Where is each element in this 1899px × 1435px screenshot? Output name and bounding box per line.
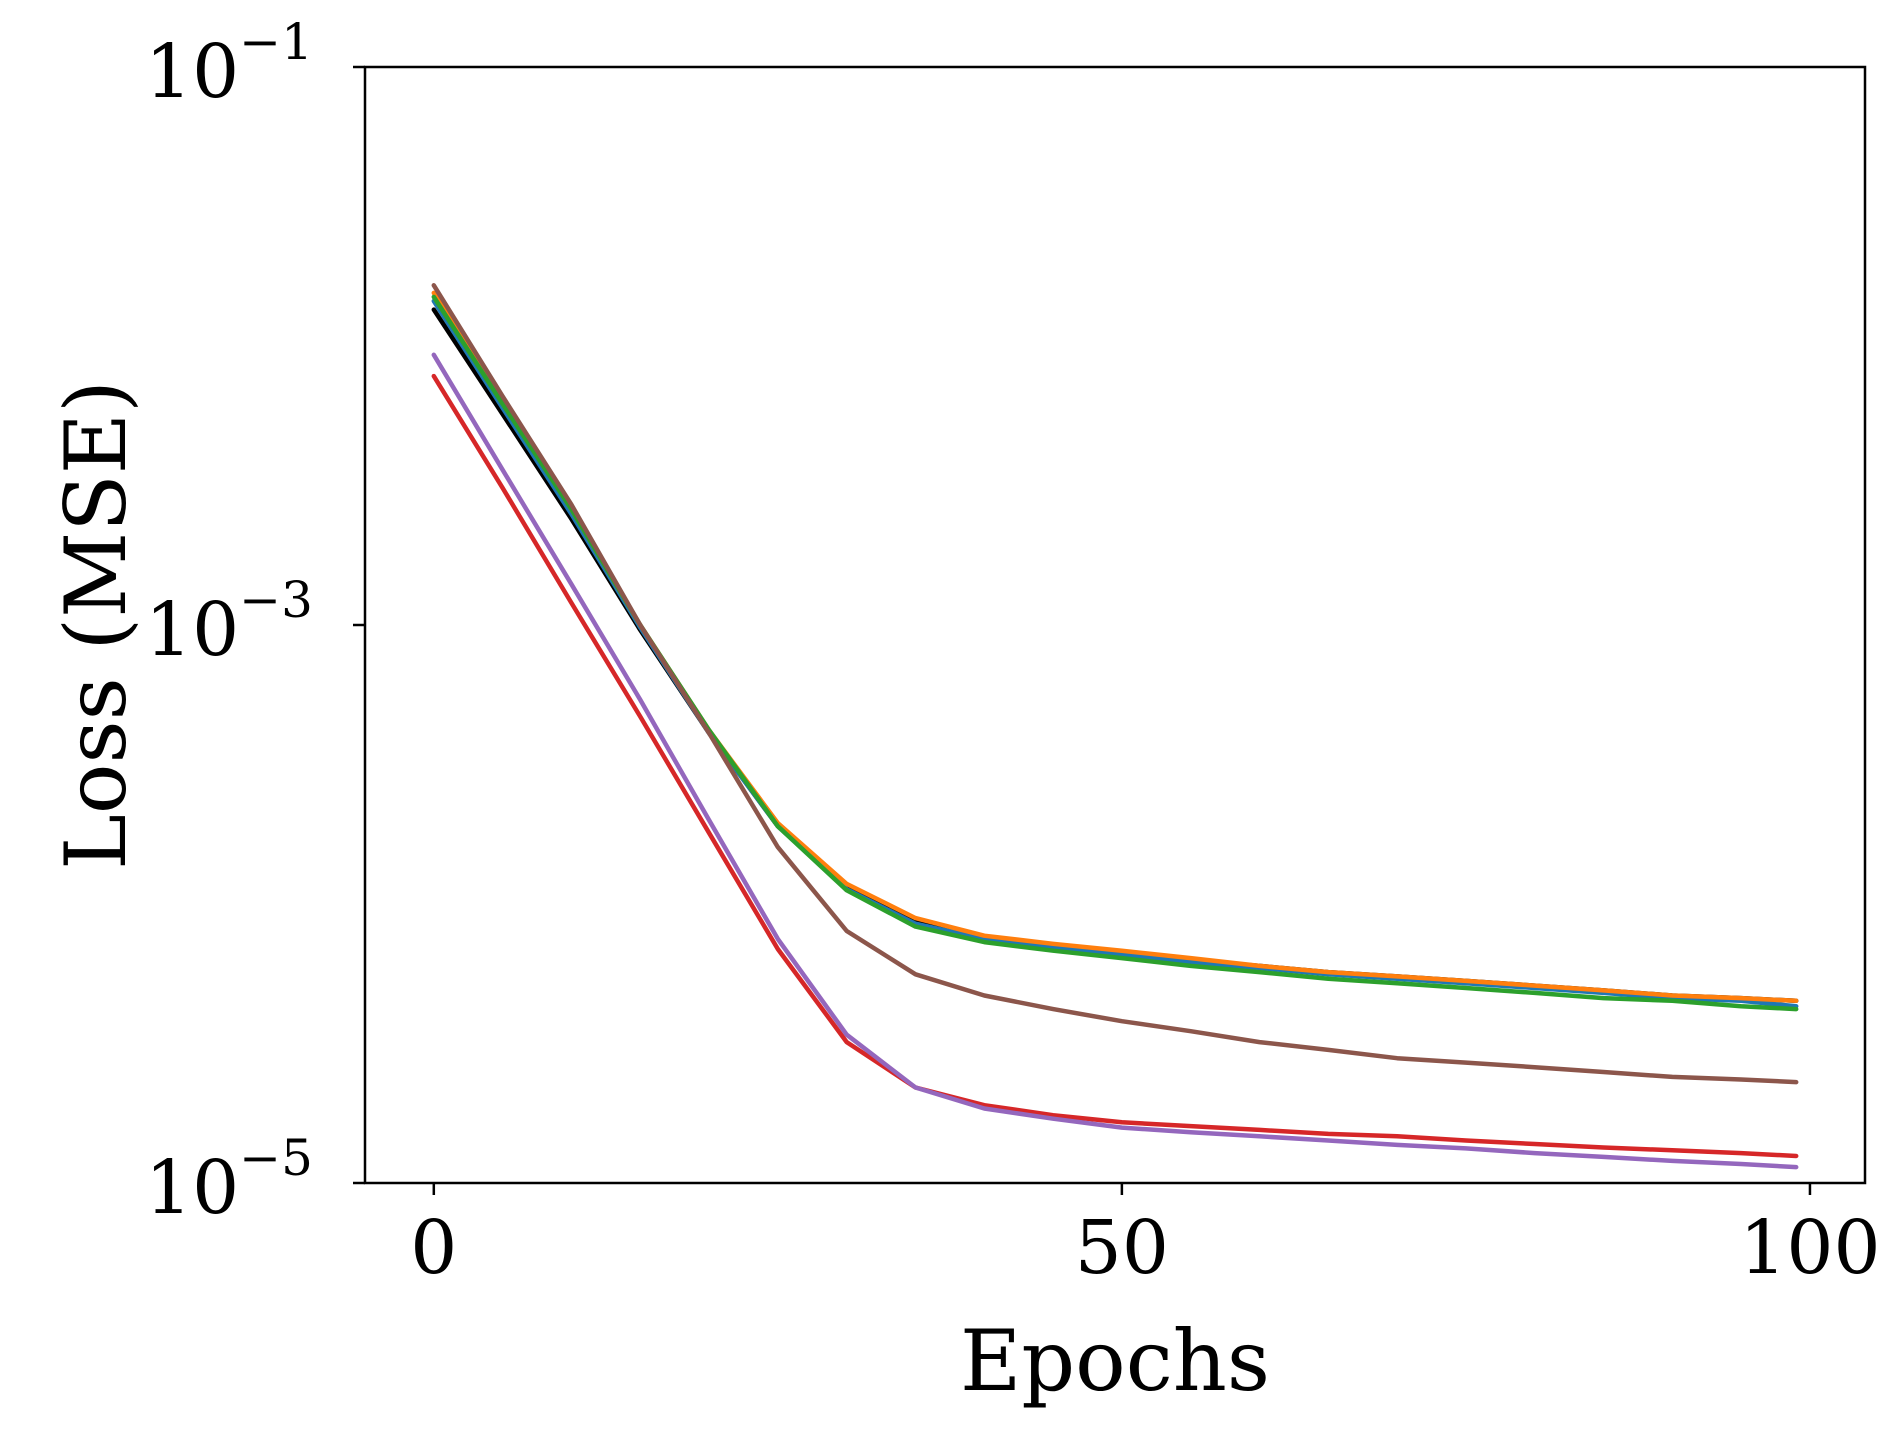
x-tick-label: 50 xyxy=(1075,1205,1169,1291)
series-line-blue xyxy=(431,298,1799,1009)
series-line-orange xyxy=(431,290,1799,1004)
plot-frame xyxy=(363,65,1867,1185)
y-tick-label: 10−5 xyxy=(145,1129,313,1231)
series-line-brown xyxy=(431,283,1799,1085)
series-line-green xyxy=(431,294,1799,1012)
x-axis-ticks: 0 50 100 xyxy=(410,1183,1881,1291)
y-tick-label: 10−1 xyxy=(145,13,313,115)
x-axis-label: Epochs xyxy=(960,1312,1270,1410)
y-axis-label: Loss (MSE) xyxy=(47,380,145,870)
x-tick-label: 100 xyxy=(1739,1205,1880,1291)
series-line-purple xyxy=(431,352,1799,1170)
y-axis-ticks: 10−1 10−3 10−5 xyxy=(145,13,365,1231)
series-line-black xyxy=(431,307,1799,1004)
series-line-red xyxy=(431,373,1799,1159)
series-layer xyxy=(431,283,1799,1170)
x-tick-label: 0 xyxy=(410,1205,457,1291)
y-tick-label: 10−3 xyxy=(145,571,313,673)
